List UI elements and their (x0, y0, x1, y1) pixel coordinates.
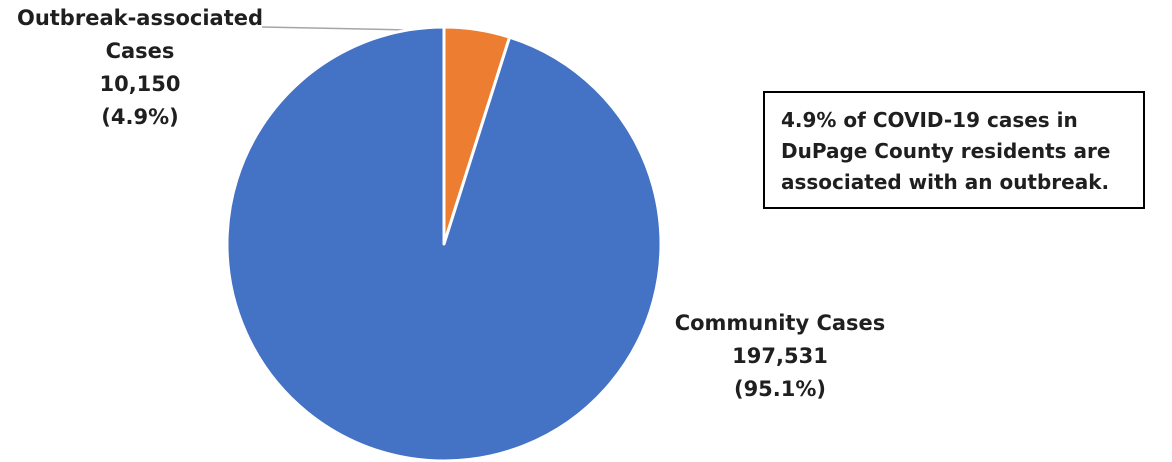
annotation-line-3: associated with an outbreak. (781, 170, 1110, 194)
community-slice-label: Community Cases 197,531 (95.1%) (655, 307, 905, 406)
outbreak-label-value: 10,150 (99, 72, 181, 96)
outbreak-label-name-line1: Outbreak-associated (16, 6, 264, 30)
outbreak-label-name-line2: Cases (105, 39, 175, 63)
pie-slices (225, 25, 663, 462)
outbreak-slice-label: Outbreak-associated Cases 10,150 (4.9%) (0, 2, 280, 134)
outbreak-label-percent: (4.9%) (101, 105, 179, 129)
annotation-line-2: DuPage County residents are (781, 139, 1111, 163)
community-label-value: 197,531 (732, 344, 828, 368)
annotation-callout-box: 4.9% of COVID-19 cases in DuPage County … (763, 91, 1145, 209)
community-label-name: Community Cases (674, 311, 886, 335)
annotation-line-1: 4.9% of COVID-19 cases in (781, 108, 1078, 132)
community-label-percent: (95.1%) (733, 377, 827, 401)
outbreak-leader-line (261, 26, 411, 31)
community-slice (225, 25, 663, 462)
